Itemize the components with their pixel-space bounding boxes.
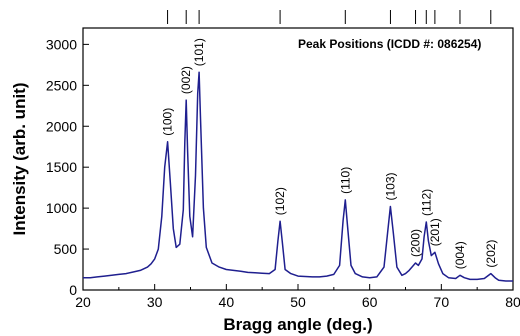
x-tick-label: 60 bbox=[362, 294, 378, 310]
x-axis-ticks: 20 30 40 50 60 70 80 bbox=[75, 284, 520, 310]
peak-label: (200) bbox=[409, 229, 423, 257]
y-axis-title: Intensity (arb. unit) bbox=[10, 83, 29, 236]
reference-ticks bbox=[167, 10, 492, 24]
y-tick-label: 500 bbox=[54, 241, 78, 257]
x-tick-label: 40 bbox=[219, 294, 235, 310]
x-axis-title: Bragg angle (deg.) bbox=[223, 315, 372, 334]
y-tick-label: 0 bbox=[69, 282, 77, 298]
intensity-series-line bbox=[83, 71, 513, 282]
y-tick-label: 1500 bbox=[46, 159, 77, 175]
x-tick-label: 50 bbox=[290, 294, 306, 310]
peak-label: (102) bbox=[273, 187, 287, 215]
peak-label: (112) bbox=[419, 189, 433, 216]
peak-label: (002) bbox=[179, 66, 193, 94]
y-axis-ticks: 0 500 1000 1500 2000 2500 3000 bbox=[46, 36, 89, 298]
x-tick-label: 20 bbox=[75, 294, 91, 310]
plot-frame bbox=[82, 27, 514, 291]
peak-label: (202) bbox=[484, 240, 498, 268]
y-tick-label: 2500 bbox=[46, 77, 77, 93]
x-tick-label: 70 bbox=[434, 294, 450, 310]
peak-label: (100) bbox=[161, 108, 175, 136]
peak-label: (201) bbox=[428, 218, 442, 246]
y-tick-label: 2000 bbox=[46, 118, 77, 134]
x-tick-label: 80 bbox=[505, 294, 520, 310]
x-tick-label: 30 bbox=[147, 294, 163, 310]
peak-label: (110) bbox=[338, 167, 352, 194]
reference-note: Peak Positions (ICDD #: 086254) bbox=[298, 37, 481, 51]
y-tick-label: 1000 bbox=[46, 200, 77, 216]
peak-label: (101) bbox=[192, 38, 206, 66]
peak-label: (103) bbox=[383, 172, 397, 200]
peak-labels: (100) (002)(101) (102) (110) (103) (200) (112)… bbox=[161, 38, 498, 269]
peak-label: (004) bbox=[453, 241, 467, 269]
y-tick-label: 3000 bbox=[46, 36, 77, 52]
